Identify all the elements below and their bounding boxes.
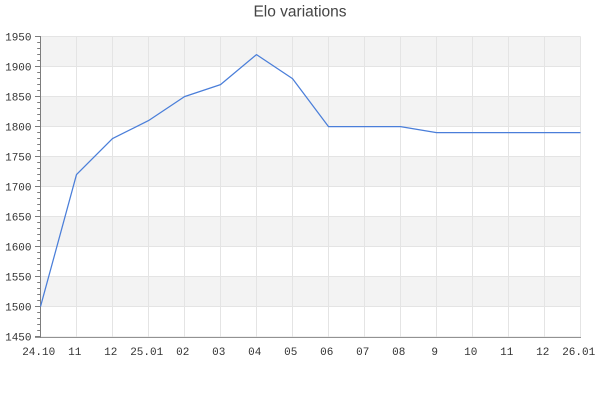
svg-text:11: 11: [68, 347, 82, 359]
svg-text:08: 08: [392, 347, 405, 359]
svg-text:24.10: 24.10: [22, 347, 55, 359]
svg-text:1500: 1500: [5, 303, 31, 315]
svg-text:1900: 1900: [5, 63, 31, 75]
svg-text:11: 11: [500, 347, 514, 359]
svg-text:1950: 1950: [5, 33, 31, 45]
svg-text:1550: 1550: [5, 273, 31, 285]
svg-text:10: 10: [464, 347, 477, 359]
svg-text:04: 04: [248, 347, 262, 359]
svg-text:06: 06: [320, 347, 333, 359]
svg-text:07: 07: [356, 347, 369, 359]
svg-text:12: 12: [536, 347, 549, 359]
svg-text:1650: 1650: [5, 213, 31, 225]
svg-text:1600: 1600: [5, 243, 31, 255]
svg-text:Elo variations: Elo variations: [253, 4, 346, 21]
svg-text:02: 02: [176, 347, 189, 359]
svg-text:25.01: 25.01: [130, 347, 163, 359]
svg-text:12: 12: [104, 347, 117, 359]
svg-text:1850: 1850: [5, 93, 31, 105]
svg-text:1800: 1800: [5, 123, 31, 135]
svg-text:1750: 1750: [5, 153, 31, 165]
svg-text:26.01: 26.01: [562, 347, 595, 359]
svg-text:05: 05: [284, 347, 297, 359]
svg-text:9: 9: [431, 347, 438, 359]
svg-text:03: 03: [212, 347, 225, 359]
svg-text:1700: 1700: [5, 183, 31, 195]
svg-text:1450: 1450: [5, 333, 31, 345]
